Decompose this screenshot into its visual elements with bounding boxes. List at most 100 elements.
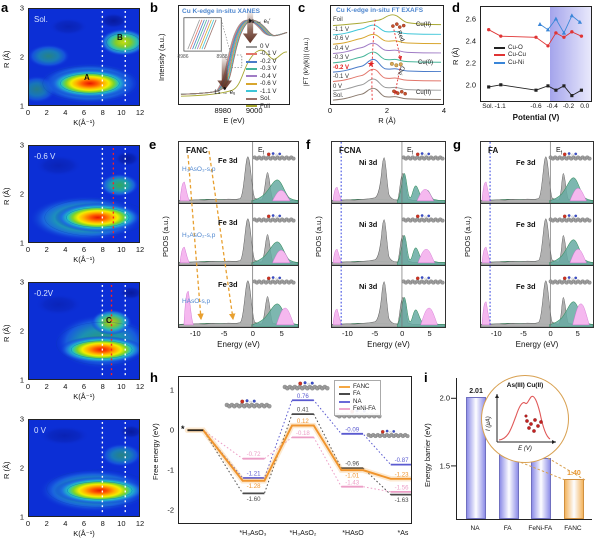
tick-label: 2.0 [465, 80, 476, 90]
tick-label: -10 [490, 329, 502, 338]
panel-label-c: c [298, 0, 306, 15]
panel-b: b Cu K-edge in-situ XANES 1s → eᵤ′ 1s → … [148, 0, 296, 135]
annotation-cu2-bottom: Cu(II) [416, 90, 431, 96]
plot-title: FANC [186, 146, 208, 155]
legend-swatch [494, 46, 505, 49]
plot-title: Cu K-edge in-situ FT EXAFS [336, 7, 424, 14]
species-label: HAsO-s,p [182, 298, 211, 305]
tick-label: 0 [400, 329, 405, 338]
curve-label: -0.1 V [333, 74, 350, 80]
y-axis-label: R (Å) [2, 187, 11, 206]
x-axis-label: Energy (eV) [367, 340, 410, 349]
plot-title: FCNA [339, 146, 362, 155]
energy-value: -1.63 [395, 497, 410, 504]
wavelet-plot-sol: Sol. A B 3 2 1 0 2 4 6 8 10 12 R (Å) K(Å⁻¹) [0, 2, 148, 137]
tick-label: 6 [81, 382, 87, 391]
legend-item: 0 V [246, 43, 277, 50]
tick-label: -0.6 [530, 103, 542, 110]
y-axis-ticks: 3 2 1 [12, 415, 24, 520]
curve-label: -0.4 V [333, 45, 350, 52]
legend-swatch [246, 75, 257, 78]
tick-label: 5 [427, 329, 432, 338]
y-axis-label: R (Å) [2, 50, 11, 69]
legend-swatch [494, 54, 505, 57]
tick-label: 2 [44, 245, 49, 254]
tick-label: 4 [63, 245, 68, 254]
tick-label: 1 [169, 385, 174, 395]
legend-item: -0.1 V [246, 50, 277, 57]
molecule-inset [548, 275, 592, 287]
molecule-inset [401, 151, 445, 163]
free-energy-legend: FANC FA NA FeNi-FA [334, 380, 381, 416]
pdos-curves [481, 266, 593, 327]
panel-h: h -0.72 -1.21 -1.28 -1.60 0.76 0.41 0.12 -0.18-… [148, 370, 420, 550]
tick-label: 8980 [214, 106, 232, 115]
tick-label: 3 [19, 140, 24, 150]
pdos-curves [481, 204, 593, 265]
tick-label: 0 [25, 108, 31, 117]
energy-value: -0.72 [247, 451, 262, 458]
tick-label: 10 [117, 108, 126, 117]
panel-label-h: h [150, 370, 158, 385]
legend-swatch [246, 60, 257, 63]
inset-ticks: 8986 8988 [177, 55, 227, 61]
tick-label: *As [397, 530, 409, 537]
tick-label: *HAsO [342, 530, 364, 537]
fermi-E: E [258, 147, 263, 154]
legend-item: FA [339, 390, 376, 397]
x-axis-ticks: 0 2 4 6 8 10 12 [26, 245, 144, 254]
panel-i: i 2.011.971.561.40 As(III) Cu(II) [420, 370, 600, 550]
orbital-label: Fe 3d [218, 280, 238, 289]
tick-label: FANC [564, 525, 582, 532]
legend-label: FANC [353, 383, 370, 390]
exafs-plot [332, 14, 442, 102]
tick-label: 2.2 [465, 58, 476, 68]
legend-label: -0.2 V [260, 57, 277, 65]
orbital-label: Ni 3d [359, 158, 378, 167]
legend-item: -0.4 V [246, 73, 277, 80]
tick-label: -5 [371, 329, 379, 338]
legend-item: Foil [246, 103, 277, 110]
species-label: H₃AsO₂-s,p [182, 232, 216, 239]
tick-label: Sol. [482, 103, 494, 110]
tick-label: 12 [135, 382, 145, 391]
panel-d: d Cu-O Cu-Cu Cu-Ni 2.6 2.4 2.2 2.0 Sol. -1.1 -0… [450, 0, 600, 135]
y-axis-label: Energy barrier (eV) [423, 423, 432, 487]
wavelet-heatmap-sol [29, 9, 139, 105]
tick-label: 1 [19, 101, 24, 111]
legend-label: -0.1 V [260, 50, 277, 58]
transition-annotation-bottom: 1s → eᵤ [214, 90, 236, 96]
tick-label: 1 [19, 512, 24, 522]
energy-value: 0.41 [297, 407, 309, 414]
y-axis-label: Intensity (a.u.) [157, 33, 166, 81]
wavelet-plot-0v: 0 V 3 2 1 0 2 4 6 8 10 12 R (Å) K(Å⁻¹) [0, 413, 148, 550]
tick-label: 2 [44, 519, 49, 528]
energy-value: 0.12 [297, 418, 309, 425]
y-axis-ticks: 1 0 -1 -2 [162, 376, 174, 524]
panel-label-f: f [306, 137, 311, 152]
panel-label-b: b [150, 0, 158, 15]
energy-value: -0.18 [296, 430, 311, 437]
energy-value: -1.23 [395, 471, 410, 478]
x-axis-label: Energy (eV) [217, 340, 260, 349]
panel-g: g FA Ef Fe 3d Fe 3d Fe 3d -10 -5 0 5 PDOS (… [452, 135, 600, 370]
legend-swatch [339, 400, 350, 403]
legend-swatch [339, 385, 350, 388]
energy-value: -1.60 [247, 496, 262, 503]
legend-label: 0 V [260, 43, 270, 50]
y-axis-ticks: 3 2 1 [12, 141, 24, 246]
legend-swatch [246, 68, 257, 71]
plot-title: Cu K-edge in-situ XANES [182, 8, 261, 15]
tick-label: NA [470, 525, 480, 532]
plot-title: FA [488, 146, 499, 155]
species-label: H₃AsO₃-s,p [182, 166, 216, 173]
peak-label-B: B [117, 33, 123, 42]
legend-item: -0.2 V [246, 58, 277, 65]
tick-label: 8 [100, 108, 105, 117]
tick-label: 12 [135, 519, 145, 528]
wavelet-heatmap-0v [29, 420, 139, 516]
tick-label: -1 [167, 465, 174, 475]
legend-swatch [246, 45, 257, 48]
legend-item: -0.3 V [246, 65, 277, 72]
legend-label: -1.1 V [260, 87, 277, 95]
